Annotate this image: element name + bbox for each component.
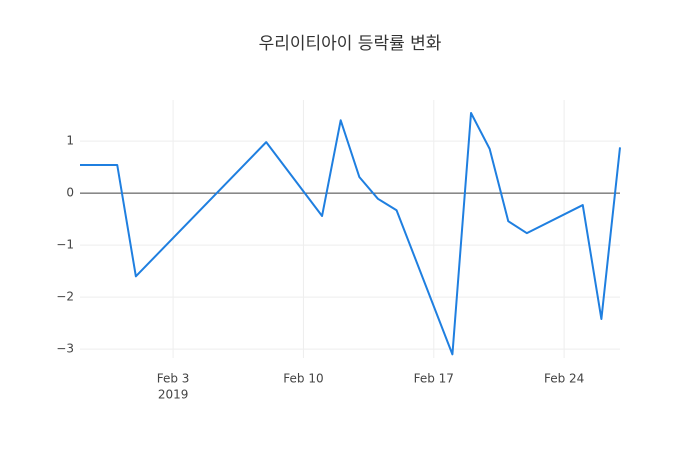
x-tick-label: Feb 24 bbox=[544, 372, 584, 386]
y-tick-label: 1 bbox=[66, 134, 74, 148]
x-year-label: 2019 bbox=[158, 388, 189, 402]
x-tick-label: Feb 3 bbox=[157, 372, 190, 386]
y-tick-label: 0 bbox=[66, 186, 74, 200]
x-tick-label: Feb 17 bbox=[414, 372, 454, 386]
y-tick-label: −2 bbox=[56, 290, 74, 304]
y-tick-label: −1 bbox=[56, 238, 74, 252]
y-tick-label: −3 bbox=[56, 342, 74, 356]
line bbox=[80, 112, 621, 356]
x-tick-label: Feb 10 bbox=[283, 372, 323, 386]
chart-title: 우리이티아이 등락률 변화 bbox=[259, 34, 442, 54]
